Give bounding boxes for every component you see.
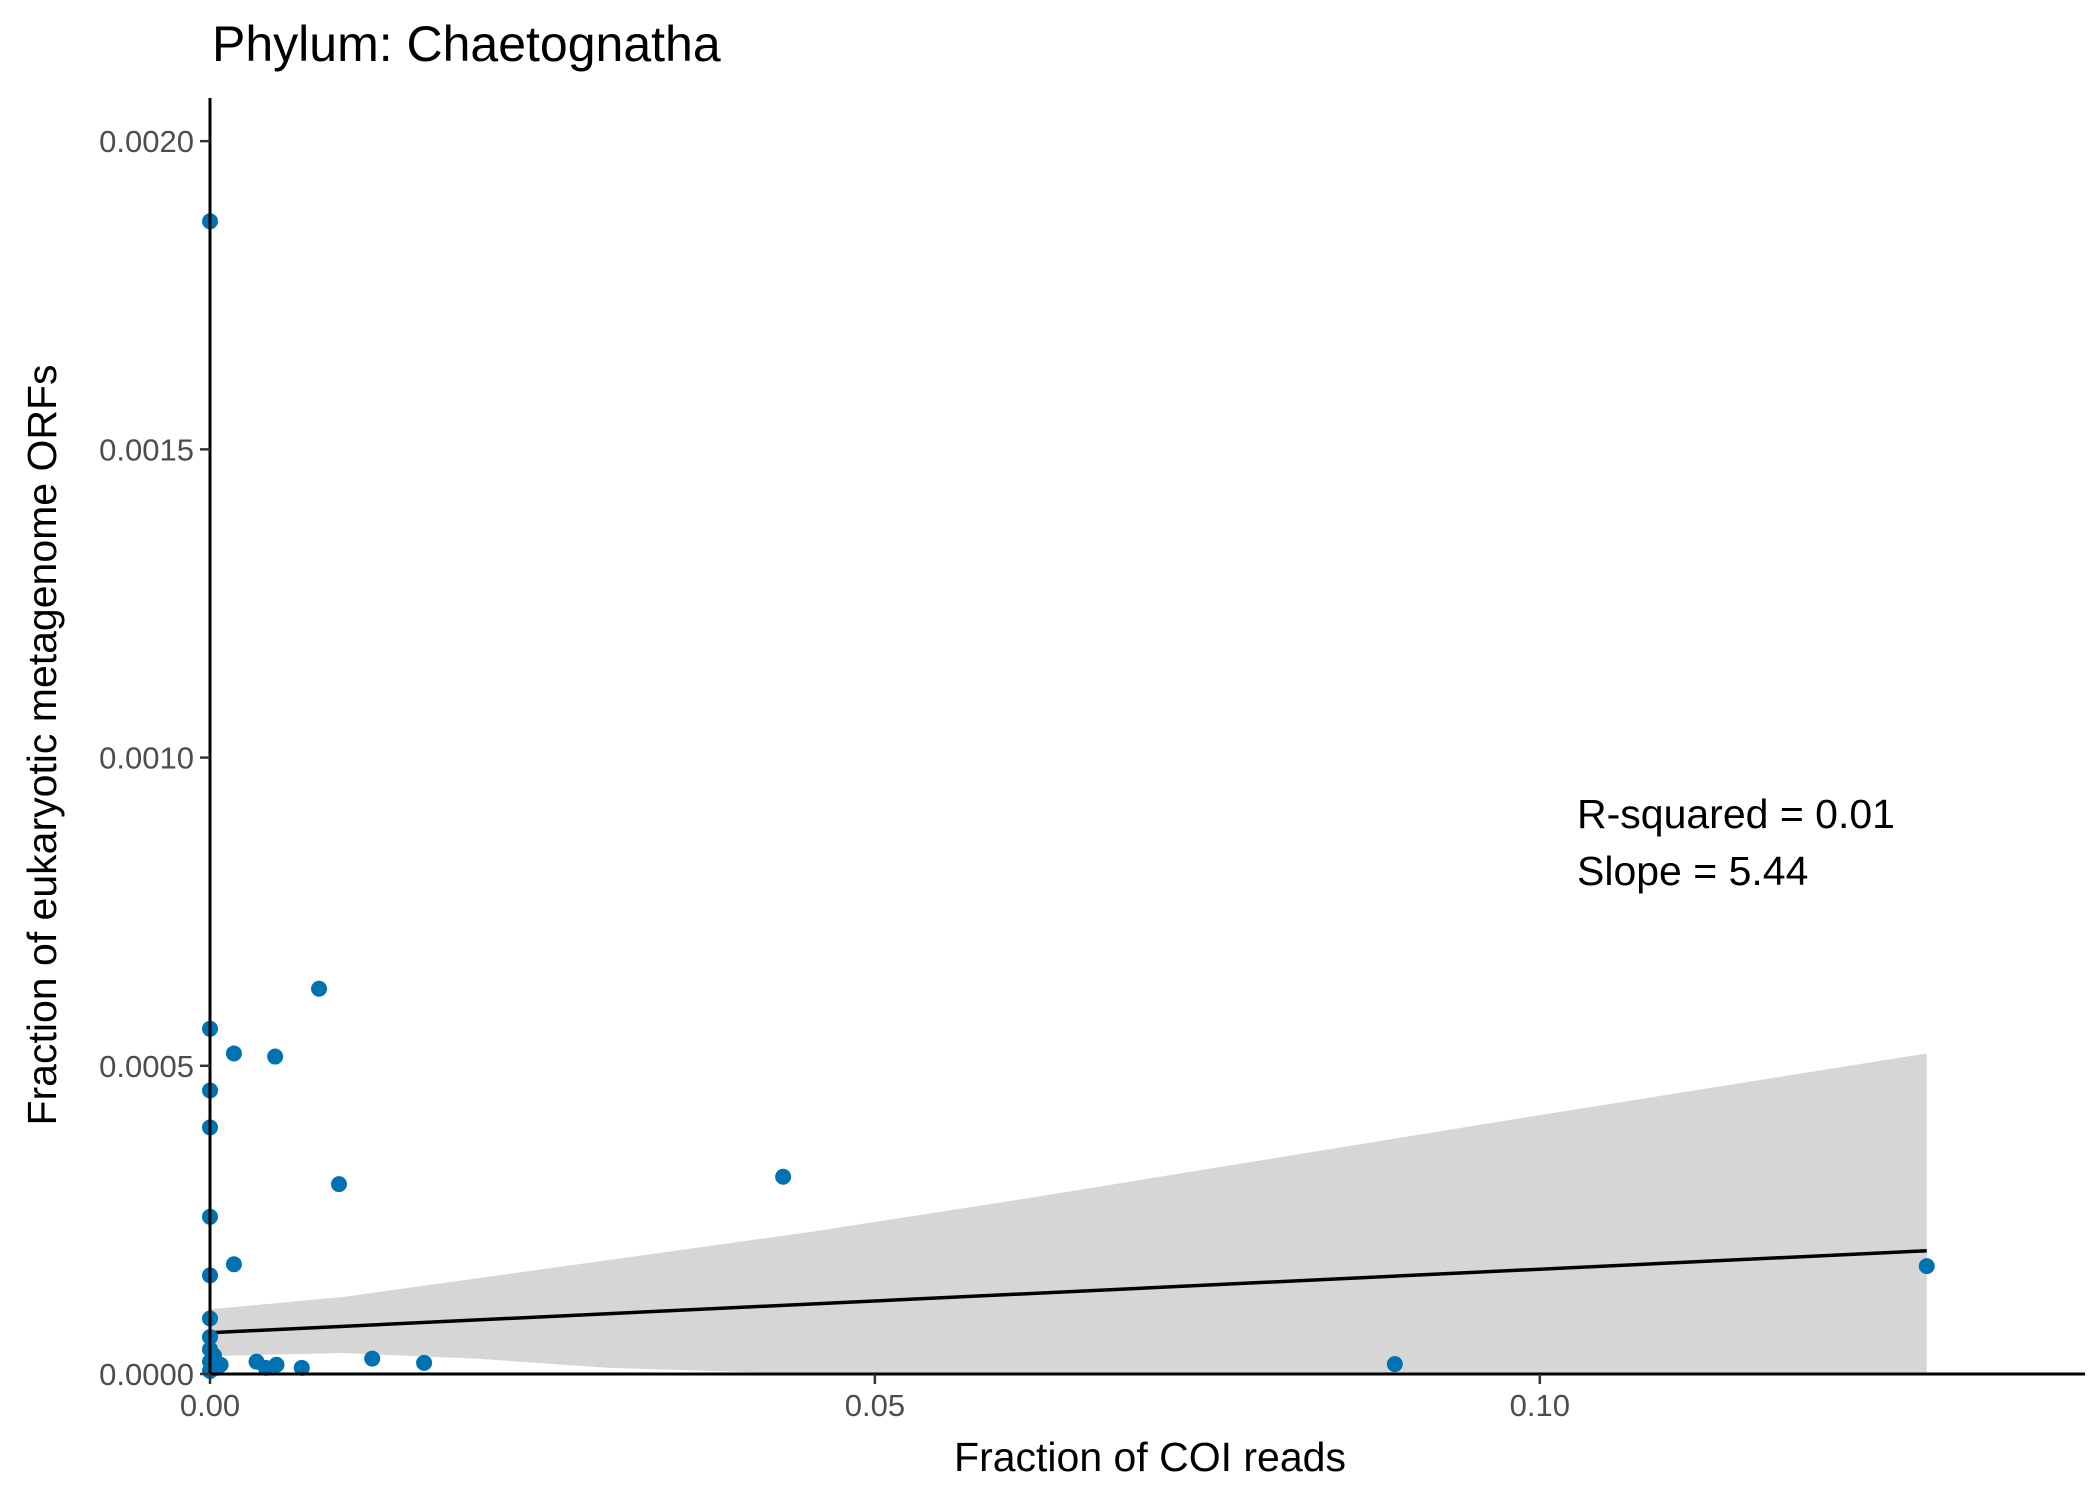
chart-title: Phylum: Chaetognatha bbox=[212, 16, 721, 72]
regression-line bbox=[209, 1248, 1927, 1335]
data-point bbox=[775, 1168, 792, 1185]
x-tick-label: 0.10 bbox=[1510, 1388, 1570, 1423]
y-tick-label: 0.0005 bbox=[99, 1049, 194, 1084]
data-point bbox=[1386, 1356, 1403, 1373]
y-tick-label: 0.0020 bbox=[99, 124, 194, 159]
annotation-layer: R-squared = 0.01 Slope = 5.44 bbox=[1577, 791, 1895, 894]
data-point bbox=[330, 1176, 347, 1193]
data-point bbox=[268, 1356, 285, 1373]
data-point bbox=[1918, 1258, 1935, 1275]
data-point bbox=[267, 1048, 284, 1065]
y-tick-label: 0.0010 bbox=[99, 741, 194, 776]
stat-annotation: R-squared = 0.01 bbox=[1577, 791, 1895, 837]
confidence-band bbox=[210, 1053, 1927, 1374]
fit-line-layer bbox=[209, 1248, 1927, 1335]
y-tick-label: 0.0015 bbox=[99, 432, 194, 467]
data-point bbox=[225, 1045, 242, 1062]
y-tick-label: 0.0000 bbox=[99, 1357, 194, 1392]
x-axis-title: Fraction of COI reads bbox=[954, 1434, 1346, 1480]
axes-layer: 0.00 0.05 0.10 0.0000 0.0005 0.0010 0.0015 0.00… bbox=[99, 98, 2085, 1423]
x-tick-label: 0.05 bbox=[845, 1388, 905, 1423]
data-point bbox=[364, 1350, 381, 1367]
data-point bbox=[311, 980, 328, 997]
y-axis-title: Fraction of eukaryotic metagenome ORFs bbox=[19, 364, 65, 1125]
data-point bbox=[416, 1354, 433, 1371]
data-point bbox=[293, 1359, 310, 1376]
data-point bbox=[225, 1256, 242, 1273]
data-point bbox=[212, 1356, 229, 1373]
stat-annotation: Slope = 5.44 bbox=[1577, 848, 1808, 894]
x-tick-label: 0.00 bbox=[180, 1388, 240, 1423]
confidence-band-layer bbox=[210, 1053, 1927, 1374]
